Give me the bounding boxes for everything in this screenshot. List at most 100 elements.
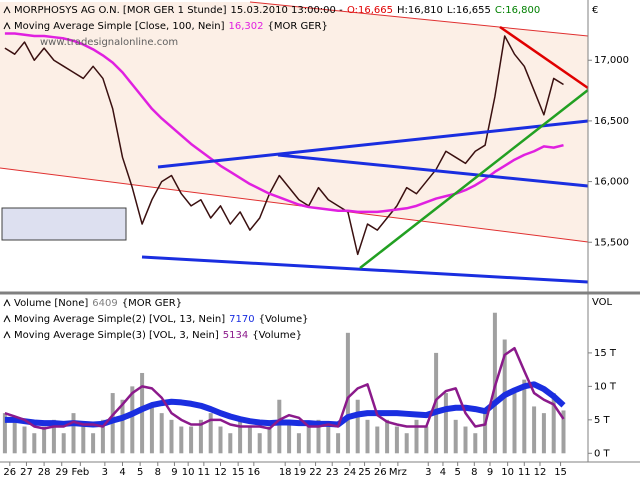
volume-bar (483, 413, 488, 454)
trend-line (277, 153, 589, 188)
volume-bar (208, 413, 213, 454)
x-tick-label: 12 (214, 467, 227, 478)
x-tick-label: 27 (20, 467, 33, 478)
x-tick-label: 5 (454, 467, 460, 478)
header-ohlc: L:16,655 (447, 5, 491, 16)
volume-bar (120, 399, 125, 454)
legend-tag: {MOR GER} (122, 298, 182, 309)
volume-bar (149, 406, 154, 454)
channel-fill (0, 2, 588, 242)
legend-value: 5134 (223, 330, 248, 341)
x-tick-label: Feb (72, 467, 90, 478)
legend-icon (3, 21, 11, 30)
volume-bar (522, 379, 527, 454)
x-tick-label: 8 (471, 467, 477, 478)
x-tick-label: 28 (38, 467, 51, 478)
volume-bar (561, 410, 566, 454)
x-tick-label: 9 (171, 467, 177, 478)
header-ohlc: C:16,800 (495, 5, 540, 16)
x-tick-label: 11 (518, 467, 531, 478)
header-time: 15.03.2010 13:00:00 - (231, 5, 344, 16)
x-tick-label: 10 (182, 467, 195, 478)
legend-icon (3, 314, 11, 323)
volume-bar (189, 426, 194, 454)
legend-tag: {Volume} (259, 314, 309, 325)
x-tick-label: 22 (309, 467, 322, 478)
x-tick-label: 3 (425, 467, 431, 478)
legend-label: Moving Average Simple [Close, 100, Nein] (14, 21, 225, 32)
volume-bar (159, 413, 164, 454)
y-tick-label: 15,500 (594, 237, 629, 248)
volume-bar (42, 426, 47, 454)
header-ohlc: H:16,810 (397, 5, 443, 16)
volume-bar (306, 426, 311, 454)
x-tick-label: 25 (358, 467, 371, 478)
volume-bar (345, 332, 350, 454)
volume-bar (424, 426, 429, 454)
trend-line (0, 167, 589, 243)
trend-line (249, 1, 589, 37)
volume-bar (32, 433, 37, 454)
legend-tag: {Volume} (252, 330, 302, 341)
header-title: MORPHOSYS AG O.N. [MOR GER 1 Stunde] (14, 5, 227, 16)
volume-bar (336, 433, 341, 454)
legend-entry: Volume [None] 6409 {MOR GER} (14, 298, 182, 309)
legend-entry: Moving Average Simple(3) [VOL, 3, Nein] 5… (14, 330, 302, 341)
x-tick-label: 3 (102, 467, 108, 478)
volume-bar (512, 393, 517, 454)
volume-bar (100, 419, 105, 454)
volume-bar (257, 433, 262, 454)
trend-line (141, 255, 589, 284)
volume-bar (287, 419, 292, 454)
watermark: www.tradesignalonline.com (40, 37, 178, 48)
volume-bar (130, 386, 135, 454)
volume-bar (316, 419, 321, 454)
volume-bar (71, 413, 76, 454)
legend-entry: Moving Average Simple [Close, 100, Nein]… (14, 21, 328, 32)
volume-bar (365, 419, 370, 454)
volume-bar (51, 419, 56, 454)
x-tick-label: 4 (119, 467, 125, 478)
x-tick-label: 15 (232, 467, 245, 478)
volume-bar (541, 413, 546, 454)
x-tick-label: 5 (137, 467, 143, 478)
legend-icon (3, 5, 11, 14)
legend-entry: Moving Average Simple(2) [VOL, 13, Nein]… (14, 314, 309, 325)
x-tick-label: 23 (326, 467, 339, 478)
series-line (4, 381, 566, 428)
drawings (141, 25, 589, 284)
x-tick-label: 9 (487, 467, 493, 478)
volume-bar (238, 419, 243, 454)
legend-value: 7170 (229, 314, 254, 325)
volume-bar (277, 399, 282, 454)
volume-bar (2, 413, 7, 454)
y-tick-label: 10 T (594, 381, 617, 392)
volume-bar (473, 433, 478, 454)
volume-bar (551, 393, 556, 454)
volume-bar (296, 433, 301, 454)
volume-bar (267, 426, 272, 454)
legend-entry: MORPHOSYS AG O.N. [MOR GER 1 Stunde] 15.0… (14, 5, 540, 16)
volume-bar (198, 419, 203, 454)
x-tick-label: 8 (155, 467, 161, 478)
unit-label: VOL (592, 297, 613, 308)
volume-bar (228, 433, 233, 454)
legend-label: Volume [None] (14, 298, 88, 309)
volume-bar (414, 419, 419, 454)
x-tick-label: 19 (294, 467, 307, 478)
x-tick-label: 18 (279, 467, 292, 478)
volume-bar (247, 426, 252, 454)
y-tick-label: 16,000 (594, 177, 629, 188)
legend-label: Moving Average Simple(2) [VOL, 13, Nein] (14, 314, 225, 325)
series-line (4, 35, 564, 256)
volume-bar (375, 426, 380, 454)
x-tick-label: 29 (55, 467, 68, 478)
header-ohlc: O:16,665 (347, 5, 393, 16)
legend-icon (3, 298, 11, 307)
volume-bar (61, 433, 66, 454)
x-tick-label: 26 (3, 467, 16, 478)
volume-bar (404, 433, 409, 454)
volume-bar (463, 426, 468, 454)
x-tick-label: Mrz (389, 467, 407, 478)
